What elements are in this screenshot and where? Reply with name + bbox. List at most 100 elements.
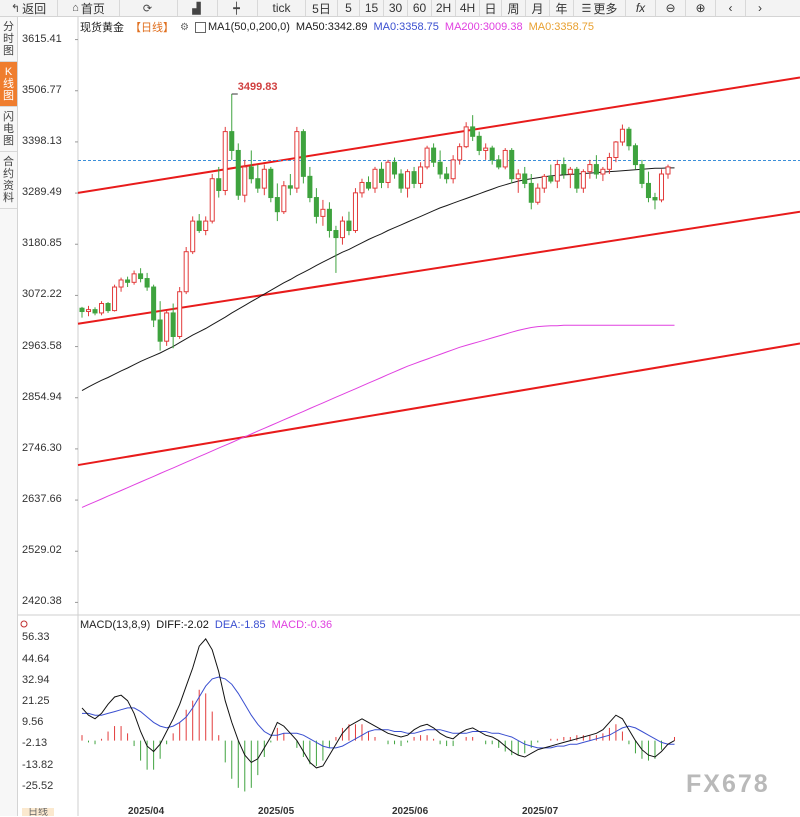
price-tick-label: 2746.30 bbox=[22, 441, 62, 454]
candle-body bbox=[196, 220, 202, 232]
candle-body bbox=[235, 149, 241, 196]
settings-icon[interactable]: ⚙ bbox=[180, 21, 189, 33]
period-tab-1[interactable]: 5 bbox=[338, 0, 360, 16]
candle-body bbox=[307, 175, 313, 199]
candle-body bbox=[645, 182, 651, 199]
sidebar-tab-3[interactable]: 合约资料 bbox=[0, 152, 17, 209]
period-tab-7[interactable]: 日 bbox=[480, 0, 502, 16]
candle-body bbox=[619, 128, 625, 143]
date-tick-label: 2025/05 bbox=[258, 806, 295, 817]
candle-body bbox=[287, 185, 293, 189]
candle-body bbox=[92, 309, 98, 314]
candle-body bbox=[85, 309, 92, 313]
candle-body bbox=[522, 173, 528, 184]
candle-body bbox=[567, 168, 573, 175]
macd-tick-label: 32.94 bbox=[22, 673, 50, 686]
watermark: FX678 bbox=[686, 770, 770, 798]
date-tick-label: 2025/04 bbox=[128, 806, 165, 817]
candle-body bbox=[313, 197, 319, 217]
macd-settings-icon[interactable] bbox=[20, 620, 28, 628]
ma50-value: MA50:3342.89 bbox=[295, 21, 368, 33]
candle-body bbox=[470, 126, 476, 137]
candle-body bbox=[294, 131, 300, 189]
macd-tick-label: 9.56 bbox=[22, 716, 44, 729]
candle-body bbox=[476, 135, 482, 151]
period-tab-4[interactable]: 60 bbox=[408, 0, 432, 16]
candle-body bbox=[509, 149, 515, 180]
formula-button[interactable]: fx bbox=[626, 0, 656, 16]
candle-body bbox=[222, 131, 228, 191]
period-tab-8[interactable]: 周 bbox=[502, 0, 526, 16]
candle-body bbox=[587, 164, 593, 173]
more-button[interactable]: ☰ 更多 bbox=[574, 0, 626, 16]
macd-value: MACD:-0.36 bbox=[271, 619, 333, 631]
candle-body bbox=[359, 181, 365, 194]
zoom-out-button[interactable]: ⊖ bbox=[656, 0, 686, 16]
period-tab-10[interactable]: 年 bbox=[550, 0, 574, 16]
candle-body bbox=[157, 319, 163, 342]
macd-tick-label: -13.82 bbox=[22, 758, 54, 771]
candle-body bbox=[190, 220, 196, 253]
candle-body bbox=[418, 166, 424, 184]
back-button[interactable]: ↰ 返回 bbox=[0, 0, 58, 16]
candle-body bbox=[489, 147, 495, 161]
price-tick-label: 3072.22 bbox=[22, 288, 62, 301]
sidebar-tab-0[interactable]: 分时图 bbox=[0, 17, 17, 62]
ma-setting[interactable]: MA1(50,0,200,0) bbox=[194, 21, 290, 33]
candle-body bbox=[658, 173, 665, 201]
candle-body bbox=[170, 312, 176, 337]
ma200-line bbox=[81, 324, 675, 508]
bar-chart-icon: ▟ bbox=[192, 2, 201, 15]
period-tab-3[interactable]: 30 bbox=[384, 0, 408, 16]
candle-body bbox=[457, 146, 463, 161]
candle-body bbox=[248, 166, 254, 180]
macd-tick-label: -25.52 bbox=[22, 779, 54, 792]
period-tab-0[interactable]: 5日 bbox=[306, 0, 338, 16]
candle-body bbox=[541, 175, 547, 189]
candle-body bbox=[613, 141, 619, 159]
tick-button[interactable]: tick bbox=[258, 0, 306, 16]
macd-tick-label: 21.25 bbox=[22, 695, 50, 707]
price-tick-label: 3180.85 bbox=[22, 237, 62, 250]
scroll-left-button[interactable]: ‹ bbox=[716, 0, 746, 16]
period-tab-2[interactable]: 15 bbox=[360, 0, 384, 16]
sidebar-tab-2[interactable]: 闪电图 bbox=[0, 107, 17, 152]
macd-setting[interactable]: MACD(13,8,9) bbox=[80, 619, 151, 631]
refresh-button[interactable]: ⟳ bbox=[120, 0, 178, 16]
candle-body bbox=[463, 126, 469, 148]
ma50-line bbox=[81, 167, 675, 392]
candle-body bbox=[183, 251, 189, 293]
scroll-right-button[interactable]: › bbox=[746, 0, 774, 16]
candle-body bbox=[515, 173, 521, 180]
zoom-in-icon: ⊕ bbox=[695, 1, 706, 15]
candle-body bbox=[118, 279, 124, 288]
toolbar: ↰ 返回 ⌂ 首页 ⟳ ▟ ┿ tick 5日 5 15 30 60 2H 4H 日周月年 ☰ 更多… bbox=[0, 0, 800, 17]
indicator-button[interactable]: ▟ bbox=[178, 0, 218, 16]
candle-body bbox=[365, 181, 372, 189]
period-tab-5[interactable]: 2H bbox=[432, 0, 456, 16]
candle-body bbox=[574, 168, 580, 189]
candle-body bbox=[242, 166, 248, 196]
candle-body bbox=[144, 278, 150, 288]
candle-body bbox=[535, 187, 541, 203]
price-tick-label: 2963.58 bbox=[22, 339, 62, 352]
home-button[interactable]: ⌂ 首页 bbox=[58, 0, 120, 16]
period-tab-9[interactable]: 月 bbox=[526, 0, 550, 16]
candle-body bbox=[652, 197, 658, 201]
candle-body bbox=[437, 161, 443, 175]
bottom-period-tab[interactable]: 日线 bbox=[22, 808, 54, 816]
price-tick-label: 3289.49 bbox=[22, 186, 62, 199]
candle-body bbox=[99, 303, 105, 314]
macd-legend: MACD(13,8,9) DIFF:-2.02 DEA:-1.85 MACD:-… bbox=[80, 619, 332, 631]
price-tick-label: 2854.94 bbox=[22, 390, 62, 403]
zoom-in-button[interactable]: ⊕ bbox=[686, 0, 716, 16]
candle-body bbox=[554, 164, 560, 182]
period-tab-6[interactable]: 4H bbox=[456, 0, 480, 16]
period-label: 【日线】 bbox=[130, 22, 174, 34]
candle-button[interactable]: ┿ bbox=[218, 0, 258, 16]
candle-body bbox=[112, 286, 118, 312]
candle-body bbox=[320, 208, 326, 217]
candle-body bbox=[326, 208, 332, 232]
